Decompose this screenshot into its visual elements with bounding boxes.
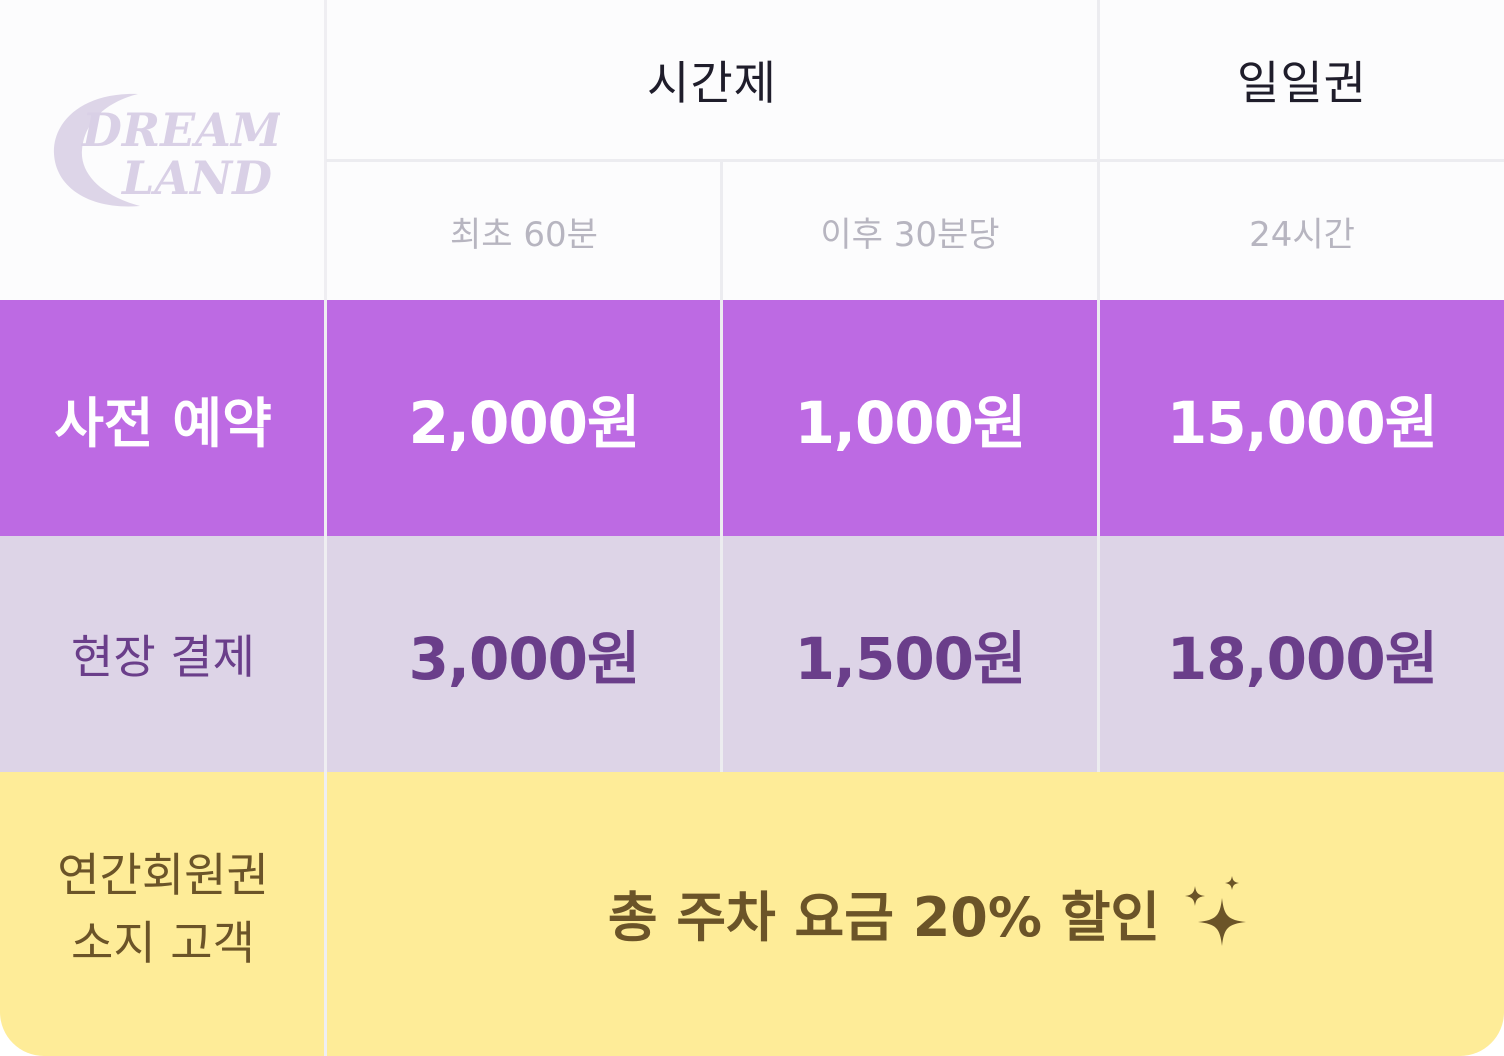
daily-header: 일일권: [1237, 56, 1367, 110]
onsite-row-bg: [0, 536, 1504, 772]
member-label-line1: 연간회원권: [57, 848, 269, 902]
prebook-daily-price: 15,000원: [1166, 389, 1438, 457]
member-row-bg: [0, 772, 1504, 1056]
onsite-label: 현장 결제: [71, 630, 255, 684]
sparkles-icon: [1185, 876, 1247, 946]
hourly-header: 시간제: [647, 56, 777, 110]
member-label: 연간회원권 소지 고객: [0, 772, 326, 1056]
onsite-additional-price: 1,500원: [794, 625, 1027, 693]
first-period-subheader: 최초 60분: [450, 215, 598, 255]
svg-text:DREAM: DREAM: [80, 103, 280, 157]
grid-line: [1097, 0, 1100, 772]
prebook-row-bg: [0, 300, 1504, 536]
additional-period-subheader: 이후 30분당: [820, 215, 1000, 255]
prebook-first-price: 2,000원: [408, 389, 641, 457]
member-benefit-text: 총 주차 요금 20% 할인: [607, 885, 1161, 949]
daily-period-subheader: 24시간: [1249, 215, 1355, 255]
onsite-first-price: 3,000원: [408, 625, 641, 693]
member-benefit: 총 주차 요금 20% 할인: [326, 772, 1504, 1056]
dreamland-logo: DREAM LAND: [53, 93, 280, 207]
grid-line: [720, 160, 723, 772]
member-label-line2: 소지 고객: [71, 916, 255, 970]
svg-text:LAND: LAND: [120, 151, 272, 205]
prebook-label: 사전 예약: [54, 391, 272, 455]
prebook-additional-price: 1,000원: [794, 389, 1027, 457]
grid-line: [324, 0, 327, 1056]
grid-line: [326, 159, 1504, 162]
onsite-daily-price: 18,000원: [1166, 625, 1438, 693]
